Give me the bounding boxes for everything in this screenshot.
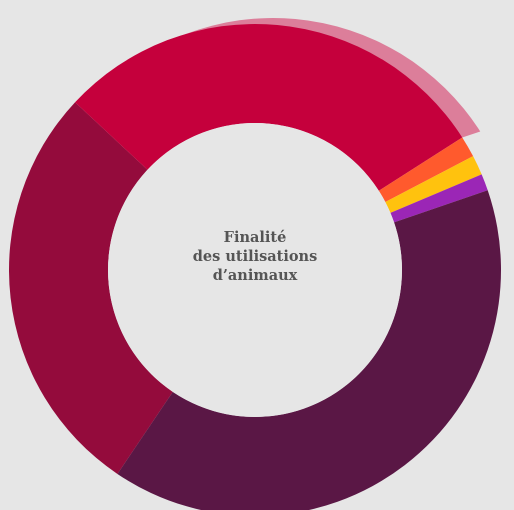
slices-layer (9, 23, 501, 510)
slice-4[interactable] (385, 156, 482, 213)
slice-5[interactable] (390, 174, 488, 223)
chart-title-line-1: Finalité (223, 229, 287, 246)
slice-2[interactable] (75, 23, 463, 191)
slice-6[interactable] (117, 190, 501, 510)
chart-title: Finalité des utilisations d’animaux (147, 228, 363, 285)
slice-1[interactable] (9, 102, 173, 474)
slice-3[interactable] (378, 137, 474, 202)
donut-hole (108, 123, 402, 417)
chart-title-line-3: d’animaux (212, 267, 298, 284)
chart-title-line-2: des utilisations (192, 248, 318, 265)
